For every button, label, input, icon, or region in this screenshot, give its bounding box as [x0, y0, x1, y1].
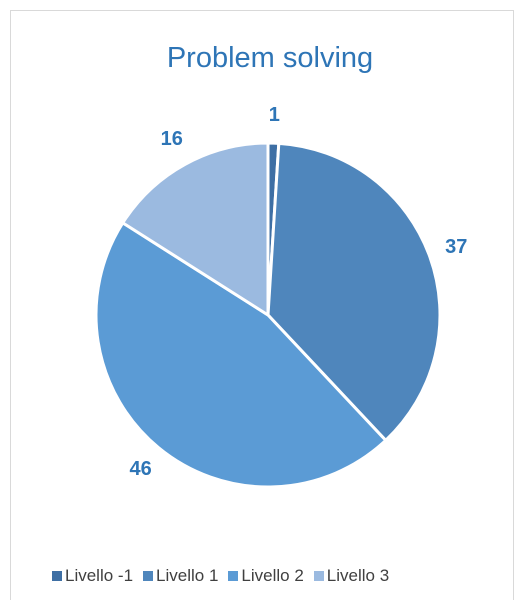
pie-slice-livello-1: [266, 141, 442, 442]
legend-swatch: [228, 571, 239, 581]
legend-label: Livello 3: [326, 566, 390, 585]
legend: Livello -1 Livello 1 Livello 2 Livello 3: [52, 566, 389, 586]
pie-slice-livello-2: [94, 221, 388, 489]
chart-title: Problem solving: [166, 42, 374, 74]
data-label: 37: [445, 235, 468, 258]
legend-swatch: [313, 571, 324, 581]
data-label: 16: [160, 128, 183, 151]
legend-item-livello-1: Livello 1: [143, 566, 218, 586]
pie-slice-livello-3: [121, 141, 270, 317]
legend-label: Livello 1: [156, 566, 219, 585]
legend-item-livello-3: Livello 3: [313, 566, 390, 586]
legend-label: Livello 2: [241, 566, 304, 585]
legend-label: Livello -1: [65, 566, 134, 585]
legend-swatch: [52, 571, 62, 581]
legend-item-livello-2: Livello 2: [228, 566, 304, 586]
legend-swatch: [143, 571, 154, 581]
legend-item-livello-minus-1: Livello -1: [52, 566, 133, 586]
chart-frame: [10, 10, 514, 600]
data-label: 46: [129, 457, 152, 480]
data-label: 1: [268, 103, 280, 126]
